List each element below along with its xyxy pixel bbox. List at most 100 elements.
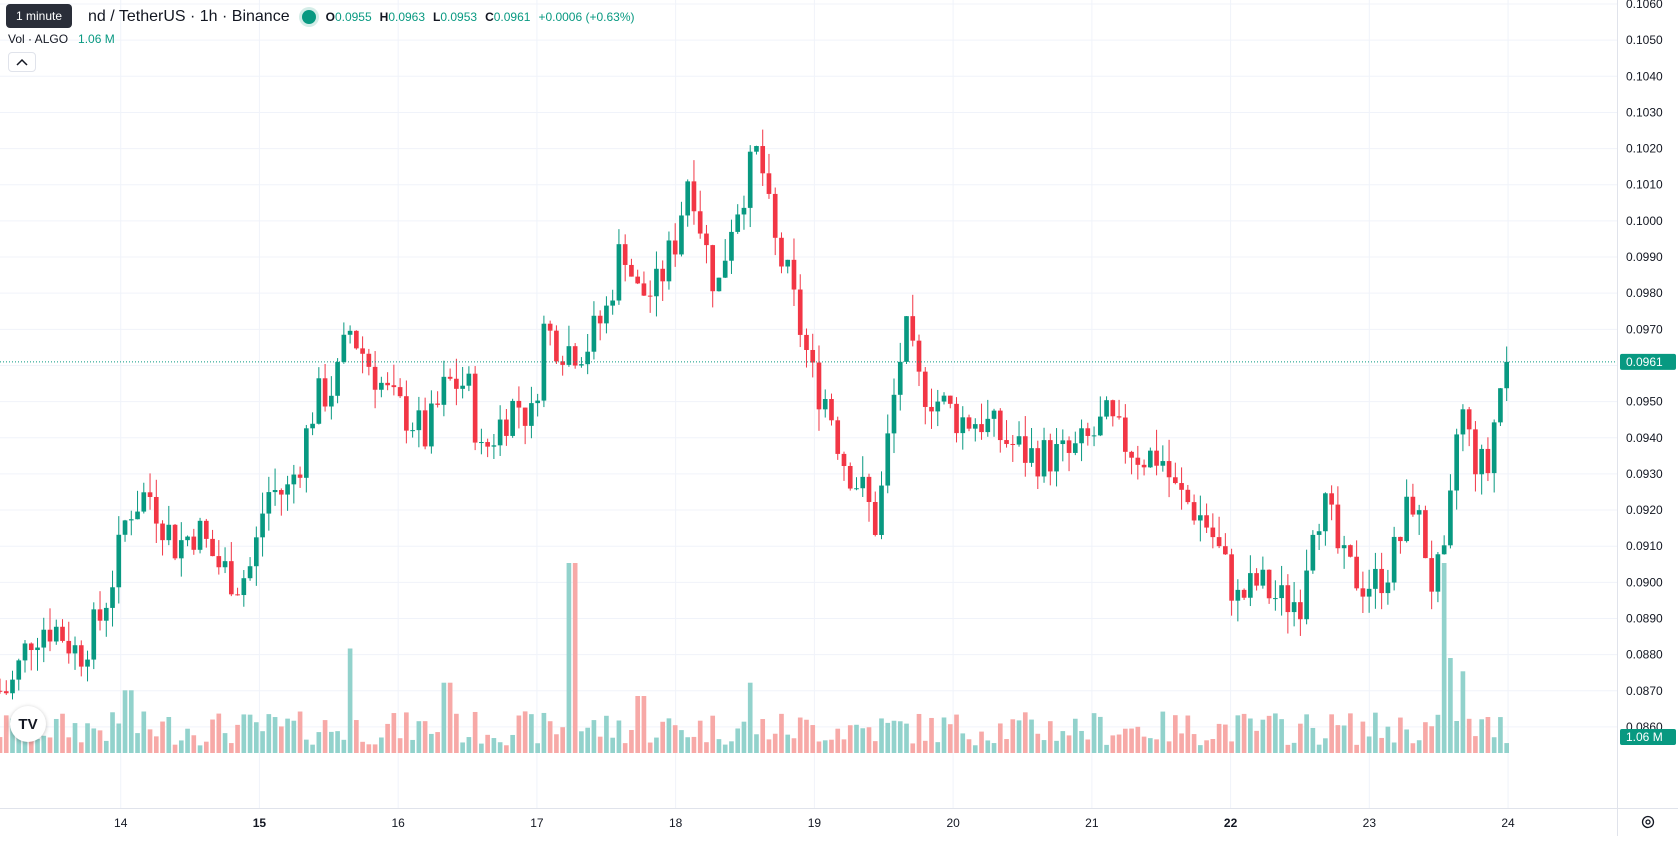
- chart-settings-corner[interactable]: [1617, 808, 1678, 836]
- collapse-legend-button[interactable]: [8, 52, 36, 72]
- candle-body: [1066, 440, 1072, 453]
- tradingview-logo-icon[interactable]: TV: [10, 706, 46, 742]
- volume-bar: [1460, 671, 1466, 753]
- candle-body: [1054, 444, 1059, 472]
- candle-body: [1323, 493, 1328, 532]
- time-scale: 14 15 16 17 18 19 20 21 22 23 24: [114, 816, 1515, 830]
- candle-body: [441, 376, 447, 405]
- candle-body: [1097, 416, 1103, 436]
- candle-body: [866, 476, 872, 503]
- volume-bar: [872, 741, 878, 753]
- ohlc-values: O0.0955 H0.0963 L0.0953 C0.0961 +0.0006 …: [325, 10, 635, 24]
- candle-body: [597, 315, 603, 324]
- candle-body: [891, 394, 897, 434]
- volume-bar: [1266, 715, 1272, 753]
- candlestick-chart[interactable]: [0, 0, 1617, 808]
- volume-bar: [704, 742, 709, 753]
- candle-body: [1385, 582, 1391, 594]
- volume-bar: [1198, 745, 1203, 753]
- volume-bar: [491, 738, 497, 753]
- volume-bar: [310, 744, 315, 753]
- candle-body: [347, 330, 353, 335]
- volume-bar: [1498, 717, 1503, 753]
- volume-bar: [1047, 721, 1053, 753]
- candle-body: [322, 378, 328, 407]
- candle-body: [166, 524, 172, 541]
- volume-bar: [666, 718, 672, 753]
- candle-body: [235, 594, 240, 596]
- candle-body: [1223, 546, 1228, 555]
- candle-body: [841, 453, 847, 467]
- time-tick-label: 14: [114, 816, 128, 830]
- candle-body: [904, 316, 909, 362]
- price-axis[interactable]: 0.0860 0.0870 0.0880 0.0890 0.0900 0.0910 0.09…: [1617, 0, 1678, 808]
- candle-body: [210, 538, 215, 557]
- candle-body: [1204, 515, 1209, 528]
- candle-body: [1466, 409, 1472, 430]
- volume-bar: [1298, 723, 1303, 753]
- gear-icon[interactable]: [1640, 814, 1656, 830]
- price-tick-label: 0.0940: [1626, 431, 1663, 445]
- candle-body: [360, 348, 365, 354]
- volume-bar: [591, 720, 597, 753]
- volume-bar: [854, 724, 859, 753]
- candle-body: [566, 346, 572, 365]
- candle-body: [1010, 443, 1016, 445]
- volume-bar: [1116, 734, 1122, 753]
- volume-legend[interactable]: Vol · ALGO 1.06 M: [8, 32, 115, 46]
- volume-bar: [228, 743, 234, 753]
- volume-bar: [1179, 733, 1184, 753]
- volume-bar: [1210, 739, 1216, 753]
- volume-bar: [1235, 715, 1241, 753]
- candle-body: [816, 362, 822, 410]
- volume-bar: [1385, 726, 1391, 753]
- volume-bar: [735, 728, 741, 753]
- chart-area[interactable]: [0, 0, 1617, 808]
- volume-bar: [1360, 721, 1366, 753]
- volume-bar: [1060, 731, 1066, 753]
- candle-body: [422, 410, 428, 447]
- volume-bar: [766, 739, 772, 753]
- volume-bar: [1404, 729, 1409, 753]
- candle-body: [1404, 496, 1409, 542]
- price-tick-label: 0.0980: [1626, 286, 1663, 300]
- time-axis[interactable]: 14 15 16 17 18 19 20 21 22 23 24: [0, 808, 1617, 836]
- volume-bar: [372, 744, 378, 753]
- grid: [0, 0, 1617, 808]
- candle-body: [454, 378, 459, 389]
- volume-bar: [341, 739, 347, 753]
- volume-bar: [1135, 726, 1141, 753]
- candle-body: [872, 502, 878, 535]
- volume-bar: [10, 718, 15, 753]
- volume-bar: [1054, 740, 1059, 753]
- candle-body: [1410, 496, 1416, 515]
- candle-body: [491, 445, 497, 447]
- candle-body: [622, 244, 628, 265]
- volume-bar: [460, 742, 465, 753]
- volume-bar: [1479, 719, 1484, 753]
- volume-bar: [1304, 714, 1309, 753]
- volume-bar: [128, 690, 134, 753]
- volume-bar: [360, 741, 365, 753]
- candle-body: [1022, 436, 1028, 463]
- volume-bar: [1285, 744, 1291, 753]
- candle-body: [128, 519, 134, 521]
- candle-body: [647, 295, 653, 297]
- last-price-badge: [1620, 353, 1676, 370]
- candle-body: [379, 382, 384, 390]
- candle-body: [1373, 568, 1378, 589]
- volume-bar: [241, 714, 247, 753]
- volume-bar: [297, 711, 303, 753]
- candle-body: [804, 334, 809, 350]
- symbol-title[interactable]: nd / TetherUS · 1h · Binance: [88, 8, 290, 25]
- candle-body: [1116, 416, 1122, 418]
- candle-body: [329, 395, 334, 407]
- volume-bar: [41, 735, 47, 753]
- volume-bar: [597, 736, 603, 753]
- candle-body: [810, 349, 816, 363]
- volume-bar: [47, 737, 53, 753]
- volume-bar: [697, 720, 703, 753]
- volume-bar: [760, 719, 766, 753]
- volume-value: 1.06 M: [78, 32, 115, 46]
- candle-body: [391, 385, 397, 388]
